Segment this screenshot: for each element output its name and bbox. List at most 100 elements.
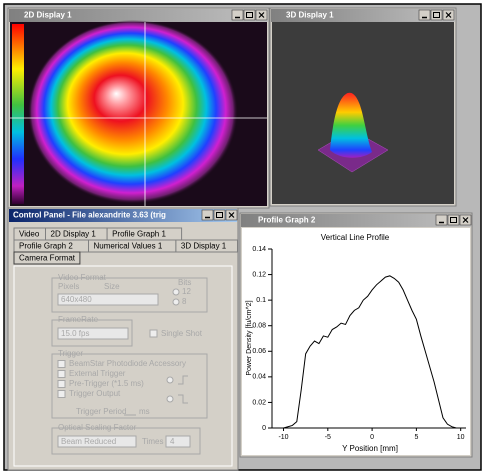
checkbox[interactable] — [57, 370, 66, 378]
x-axis-label: Y Position [mm] — [342, 444, 398, 453]
radio[interactable] — [172, 298, 180, 306]
maximize-button[interactable] — [243, 9, 256, 21]
label: Bits — [178, 278, 191, 287]
surface-peak — [330, 92, 372, 158]
label: ms — [139, 407, 150, 416]
radio-label: 8 — [182, 297, 187, 306]
icon — [258, 12, 265, 18]
y-tick-label: 0.1 — [256, 297, 266, 304]
window-control-panel: Control Panel - File alexandrite 3.63 (t… — [7, 207, 239, 471]
group-box — [51, 277, 208, 313]
checkbox-label: External Trigger — [69, 369, 126, 378]
label: Size — [104, 282, 120, 291]
y-tick-label: 0.02 — [252, 399, 266, 406]
tab-label: Camera Format — [19, 254, 76, 263]
plot-panel — [242, 228, 470, 455]
tab-strip: Video 2D Display 1 Profile Graph 1 Profile … — [13, 227, 238, 265]
minimize-button[interactable] — [418, 9, 431, 21]
chart: 0 0.02 0.04 0.06 0.08 0.1 0.12 0.14 -10 -5 0 5 10 — [252, 246, 466, 441]
icon-rising — [178, 375, 188, 385]
y-tick-label: 0.04 — [252, 374, 266, 381]
window-title: 3D Display 1 — [286, 11, 334, 20]
tab[interactable] — [175, 239, 238, 253]
profile-line — [283, 275, 461, 429]
dropdown-value: Beam Reduced — [61, 437, 116, 446]
minimize-button[interactable] — [201, 209, 214, 221]
icon — [433, 12, 440, 18]
label: Times — [142, 437, 163, 446]
y-tick-label: 0.06 — [252, 348, 266, 355]
x-tick-label: 0 — [370, 434, 374, 441]
radio-label: 12 — [182, 287, 191, 296]
tab-label: 3D Display 1 — [181, 242, 227, 251]
radio[interactable] — [172, 288, 180, 296]
y-tick-label: 0.12 — [252, 271, 266, 278]
y-tick-label: 0.08 — [252, 323, 266, 330]
maximize-button[interactable] — [430, 9, 443, 21]
beam-image — [28, 20, 238, 204]
dropdown[interactable] — [57, 435, 137, 448]
icon — [450, 217, 457, 223]
y-tick-label: 0.14 — [252, 246, 266, 253]
window-title: Control Panel - File alexandrite 3.63 (t… — [13, 211, 166, 220]
minimize-button[interactable] — [435, 214, 448, 226]
x-tick-label: -5 — [325, 434, 331, 441]
y-tick-label: 0 — [262, 425, 266, 432]
checkbox-label: Pre-Trigger (*1.5 ms) — [69, 379, 144, 388]
x-tick-label: 5 — [414, 434, 418, 441]
image — [272, 22, 454, 204]
group-label: Optical Scaling Factor — [58, 423, 137, 432]
dropdown[interactable] — [57, 327, 129, 340]
window-title: 2D Display 1 — [24, 11, 72, 20]
window-3d-display: 3D Display 1 — [269, 7, 457, 207]
label: Trigger Period — [76, 407, 126, 416]
window-2d-display: 2D Display 1 — [7, 7, 270, 209]
icon — [445, 12, 452, 18]
tab-label: Profile Graph 2 — [19, 242, 73, 251]
checkbox-label: Trigger Output — [69, 389, 121, 398]
window-buttons — [201, 9, 472, 226]
window-title: Profile Graph 2 — [258, 216, 316, 225]
maximize-button[interactable] — [213, 209, 226, 221]
radio[interactable] — [166, 376, 174, 384]
label: Pixels — [58, 282, 79, 291]
y-axis-label: Power Density [fu/cm^2] — [246, 300, 253, 375]
checkbox[interactable] — [57, 360, 66, 368]
tab[interactable] — [13, 251, 81, 265]
title-bar — [9, 9, 268, 22]
checkbox[interactable] — [57, 380, 66, 388]
x-tick-label: 10 — [457, 434, 465, 441]
checkbox[interactable] — [57, 390, 66, 398]
minimize-button[interactable] — [231, 9, 244, 21]
group-box — [51, 353, 208, 419]
window-profile-graph: Profile Graph 2 Vertical Line Profile Po… — [239, 212, 473, 458]
tab-label: Profile Graph 1 — [112, 230, 166, 239]
dropdown[interactable] — [57, 293, 159, 306]
icon — [462, 217, 469, 223]
group-label: FrameRate — [58, 315, 99, 324]
maximize-button[interactable] — [447, 214, 460, 226]
group-label: Trigger — [58, 349, 83, 358]
title-bar — [241, 214, 471, 227]
dropdown-value: 640x480 — [61, 295, 92, 304]
dropdown-value: 15.0 fps — [61, 329, 89, 338]
title-bar — [271, 9, 455, 22]
icon-falling — [178, 394, 188, 404]
input-value: 4 — [170, 437, 175, 446]
icon — [216, 212, 223, 218]
checkbox-label: Single Shot — [161, 329, 203, 338]
group-box — [51, 319, 133, 347]
title-bar — [9, 209, 237, 222]
checkbox[interactable] — [149, 329, 158, 338]
colorbar — [12, 24, 24, 204]
checkbox-label: BeamStar Photodiode Accessory — [69, 359, 186, 368]
icon — [246, 12, 253, 18]
radio[interactable] — [166, 395, 174, 403]
tab-label: Numerical Values 1 — [94, 242, 163, 251]
input[interactable] — [165, 435, 191, 448]
group-label: Video Format — [58, 273, 107, 282]
icon — [228, 212, 235, 218]
chart-title: Vertical Line Profile — [321, 233, 390, 242]
